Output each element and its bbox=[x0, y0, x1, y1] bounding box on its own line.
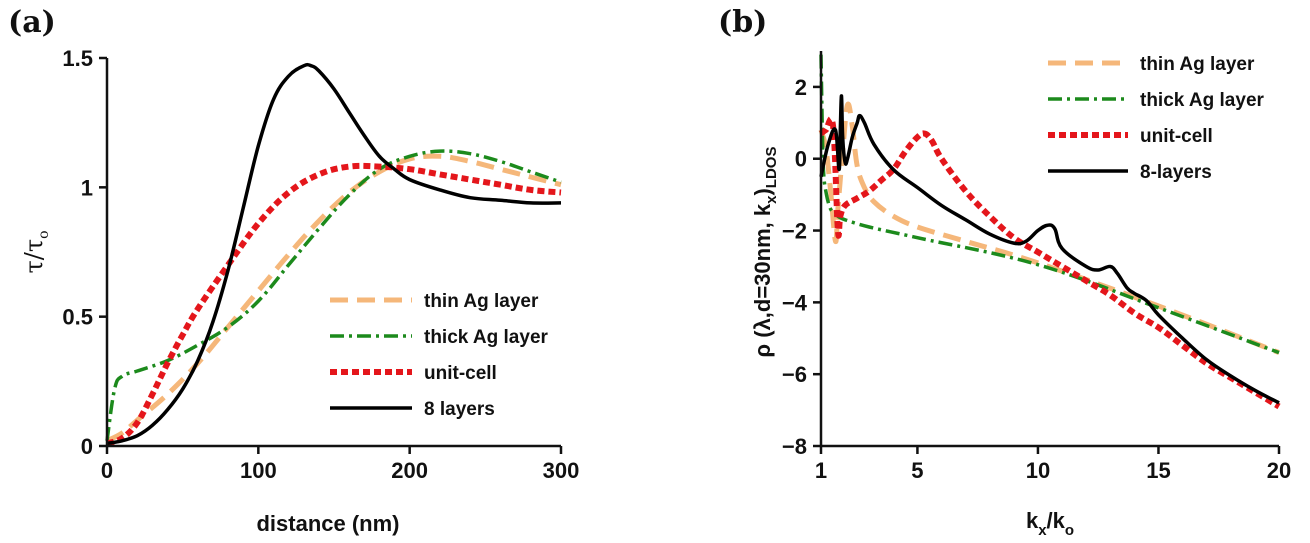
panel-b-ylabel-close: ) bbox=[750, 188, 775, 195]
panel-b-series bbox=[818, 54, 1281, 410]
panel-a-legend: thin Ag layer thick Ag layer unit-cell 8 la… bbox=[330, 291, 549, 420]
panel-a-ylabel-main: τ/τ bbox=[20, 239, 48, 274]
panel-a-y-tick-label: 0.5 bbox=[62, 305, 93, 330]
panel-a-xlabel: distance (nm) bbox=[256, 511, 399, 536]
panel-b-series-8-layers bbox=[819, 94, 1280, 405]
panel-a-y-tick-label: 0 bbox=[81, 434, 93, 459]
panel-b-y-tick-label: 2 bbox=[795, 75, 807, 100]
panel-a-x-tick-label: 200 bbox=[391, 458, 428, 483]
panel-a-series-unit-cell bbox=[106, 162, 562, 447]
panel-b-xlabel-sub1: x bbox=[1038, 522, 1047, 539]
panel-a-x-tick-label: 300 bbox=[543, 458, 580, 483]
panel-b-y-tick-label: −2 bbox=[782, 219, 807, 244]
panel-a-legend-label-thin-ag-layer: thin Ag layer bbox=[424, 291, 539, 312]
panel-b-y-tick-label: −6 bbox=[782, 362, 807, 387]
panel-b-xlabel-mid: /k bbox=[1047, 508, 1066, 533]
panel-b-ylabel: ρ (λ,d=30nm, kx)LDOS bbox=[750, 147, 780, 358]
panel-a-y-tick-label: 1.5 bbox=[62, 46, 93, 71]
panel-b-x-tick-label: 10 bbox=[1026, 458, 1050, 483]
panel-b-axes: 1 5 10 15 20−8−6−4−202 bbox=[782, 51, 1291, 483]
panel-b-ylabel-sub2: LDOS bbox=[763, 147, 780, 189]
panel-b-tag: (b) bbox=[718, 5, 767, 40]
panel-a-ylabel: τ/τo bbox=[20, 230, 52, 273]
panel-a-x-tick-label: 100 bbox=[240, 458, 277, 483]
panel-a-series bbox=[105, 62, 562, 447]
panel-b-ylabel-main: ρ (λ,d=30nm, k bbox=[750, 203, 775, 357]
panel-b-legend-label-8-layers: 8-layers bbox=[1140, 162, 1212, 183]
panel-b-xlabel-main: k bbox=[1026, 508, 1039, 533]
panel-b-legend-label-thin-ag-layer: thin Ag layer bbox=[1140, 54, 1255, 75]
panel-b-x-tick-label: 20 bbox=[1267, 458, 1291, 483]
panel-b-xlabel-sub2: o bbox=[1065, 522, 1074, 539]
panel-a-series-8-layers bbox=[106, 62, 562, 446]
panel-a-axes: 0 100 200 300 0 0.5 1 1.5 bbox=[62, 46, 579, 483]
panel-b-legend-label-unit-cell: unit-cell bbox=[1140, 126, 1213, 147]
panel-a-series-thick-ag-layer bbox=[105, 149, 562, 442]
panel-b-y-tick-label: −8 bbox=[782, 434, 807, 459]
panel-a-tag: (a) bbox=[8, 5, 56, 40]
panel-b-y-tick-label: 0 bbox=[795, 147, 807, 172]
panel-b: (b) 1 5 10 15 20−8−6−4−202 thin Ag layerthic… bbox=[718, 5, 1291, 539]
panel-b-series-unit-cell bbox=[819, 116, 1281, 410]
panel-b-ylabel-sub1: x bbox=[763, 195, 780, 204]
svg-text:ρ (λ,d=30nm, kx)LDOS: ρ (λ,d=30nm, kx)LDOS bbox=[750, 147, 780, 358]
panel-b-legend-label-thick-ag-layer: thick Ag layer bbox=[1140, 90, 1265, 111]
panel-a-legend-label-thick-ag-layer: thick Ag layer bbox=[424, 327, 549, 348]
panel-a-x-tick-label: 0 bbox=[101, 458, 113, 483]
panel-b-y-tick-label: −4 bbox=[782, 290, 808, 315]
panel-b-x-tick-label: 15 bbox=[1146, 458, 1170, 483]
panel-a-ylabel-sub: o bbox=[36, 230, 52, 238]
panel-b-legend: thin Ag layer thick Ag layer unit-cell 8-la… bbox=[1048, 54, 1265, 183]
panel-a: (a) 0 100 200 300 0 0.5 1 1.5 thin Ag layer thic… bbox=[8, 5, 579, 536]
panel-a-y-tick-label: 1 bbox=[81, 175, 93, 200]
panel-b-x-tick-label: 1 bbox=[815, 458, 827, 483]
panel-a-legend-label-8-layers: 8 layers bbox=[424, 399, 495, 420]
panel-a-legend-label-unit-cell: unit-cell bbox=[424, 363, 497, 384]
svg-text:τ/τo: τ/τo bbox=[20, 230, 52, 273]
panel-a-series-thin-ag-layer bbox=[105, 153, 562, 444]
panel-b-x-tick-label: 5 bbox=[911, 458, 923, 483]
panel-b-xlabel: kx/ko bbox=[1026, 508, 1074, 539]
